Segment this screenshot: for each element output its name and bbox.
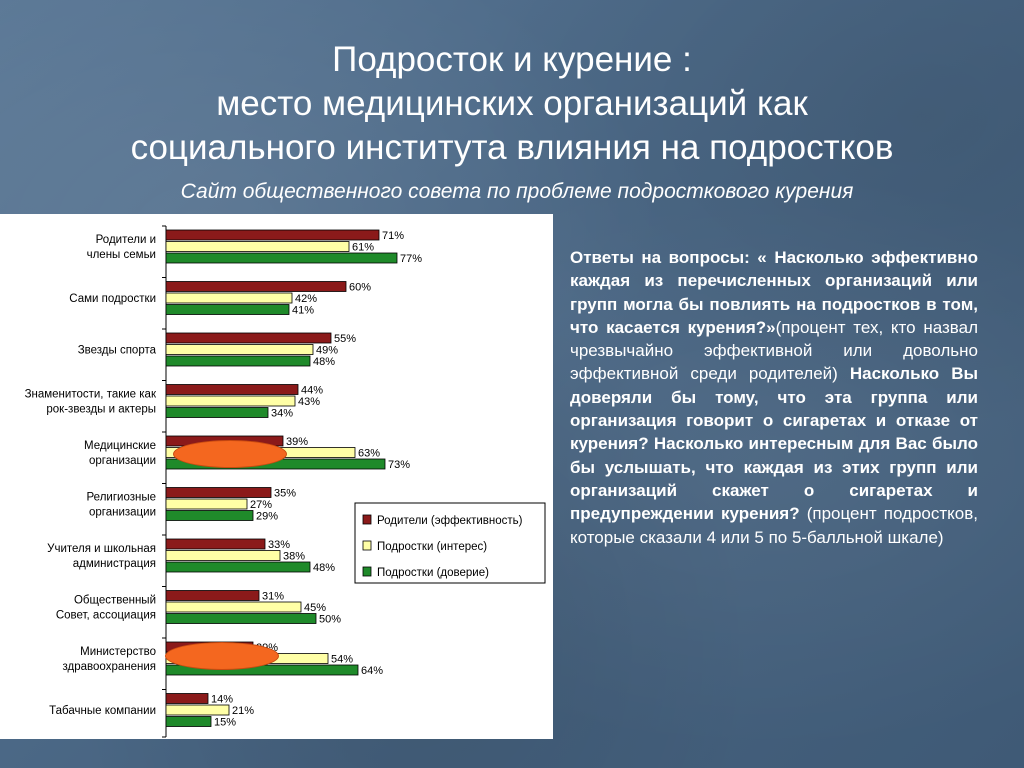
bar — [165, 241, 350, 252]
bar — [165, 704, 230, 716]
category-label: администрация — [73, 558, 156, 570]
chart-panel: Родители и члены семьи 71% 61% 77% Сами подро… — [0, 214, 553, 739]
bar — [165, 716, 212, 727]
category-label: Родители и — [96, 234, 156, 246]
bar-chart: Родители и члены семьи 71% 61% 77% Сами подро… — [25, 225, 546, 738]
legend-swatch — [362, 540, 372, 551]
data-label: 39% — [286, 436, 308, 448]
q1-question: Насколько эффективно каждая из перечисле… — [570, 248, 978, 337]
data-label: 31% — [262, 591, 284, 603]
bar — [165, 601, 302, 613]
bar — [165, 561, 311, 573]
bar — [165, 538, 266, 550]
data-label: 48% — [313, 356, 335, 368]
category-label: Совет, ассоциация — [56, 610, 156, 622]
bar — [165, 332, 332, 344]
legend-swatch — [362, 566, 372, 577]
category-label: Министерство — [80, 646, 156, 658]
bar — [165, 613, 317, 624]
category-label: члены семьи — [87, 249, 156, 261]
legend-label: Подростки (доверие) — [377, 567, 489, 579]
data-label: 60% — [349, 282, 371, 294]
bar — [165, 252, 398, 264]
category-label: Учителя и школьная — [47, 543, 156, 555]
bar — [165, 550, 281, 561]
data-label: 34% — [271, 408, 293, 420]
q1-intro: Ответы на вопросы: « — [570, 248, 775, 267]
category-label: Религиозные — [87, 492, 156, 504]
bar — [165, 590, 260, 601]
data-label: 64% — [361, 665, 383, 677]
data-label: 21% — [232, 705, 254, 717]
category-label: Медицинские — [84, 440, 156, 452]
category-label: Сами подростки — [69, 293, 156, 305]
page-subtitle: Сайт общественного совета по проблеме по… — [180, 180, 854, 203]
category-label: Звезды спорта — [78, 345, 157, 357]
page-title: Подросток и курение : место медицинских … — [0, 38, 1024, 170]
data-label: 29% — [256, 511, 278, 523]
category-label: Табачные компании — [49, 705, 156, 717]
category-label: Общественный — [74, 595, 156, 607]
legend-swatch — [362, 514, 372, 525]
bar — [165, 407, 269, 418]
bar — [165, 498, 248, 510]
bar — [165, 292, 293, 304]
data-label: 41% — [292, 305, 314, 317]
data-label: 38% — [283, 551, 305, 563]
legend-box — [354, 502, 546, 584]
category-label: рок-звезды и актеры — [46, 404, 156, 416]
data-label: 44% — [301, 385, 323, 397]
highlight-oval-ministry — [165, 642, 279, 670]
category-label: Знаменитости, такие как — [25, 389, 157, 401]
data-label: 43% — [298, 396, 320, 408]
legend-label: Родители (эффективность) — [377, 515, 523, 527]
bar — [165, 693, 209, 704]
legend-label: Подростки (интерес) — [377, 541, 487, 553]
data-label: 61% — [352, 242, 374, 254]
title-line-3: социального института влияния на подрост… — [130, 128, 894, 167]
data-label: 15% — [214, 717, 236, 729]
category-label: здравоохранения — [63, 661, 156, 673]
q2-question: Насколько Вы доверяли бы тому, что эта г… — [570, 364, 978, 524]
title-line-1: Подросток и курение : — [332, 40, 692, 79]
bar — [165, 355, 311, 367]
data-label: 63% — [358, 448, 380, 460]
data-label: 42% — [295, 293, 317, 305]
bar — [165, 304, 290, 315]
data-label: 48% — [313, 562, 335, 574]
category-label: организации — [89, 507, 156, 519]
bar — [165, 487, 272, 498]
data-label: 55% — [334, 333, 356, 345]
q2-note: (процент подростков, которые сказали 4 и… — [570, 504, 978, 547]
data-label: 50% — [319, 614, 341, 626]
bar — [165, 281, 347, 292]
data-label: 45% — [304, 602, 326, 614]
bar — [165, 229, 380, 241]
data-label: 27% — [250, 499, 272, 511]
data-label: 14% — [211, 694, 233, 706]
bar — [165, 384, 299, 395]
bar — [165, 344, 314, 355]
questions-text: Ответы на вопросы: « Насколько эффективн… — [570, 246, 978, 549]
data-label: 73% — [388, 459, 410, 471]
data-label: 49% — [316, 345, 338, 357]
data-label: 77% — [400, 253, 422, 265]
category-label: организации — [89, 455, 156, 467]
highlight-oval-medical — [173, 440, 287, 468]
data-label: 35% — [274, 488, 296, 500]
title-line-2: место медицинских организаций как — [216, 84, 808, 123]
bar — [165, 395, 296, 407]
data-label: 54% — [331, 654, 353, 666]
data-label: 33% — [268, 539, 290, 551]
q1-note: (процент тех, кто назвал чрезвычайно эфф… — [570, 317, 978, 384]
bar — [165, 510, 254, 521]
data-label: 71% — [382, 230, 404, 242]
